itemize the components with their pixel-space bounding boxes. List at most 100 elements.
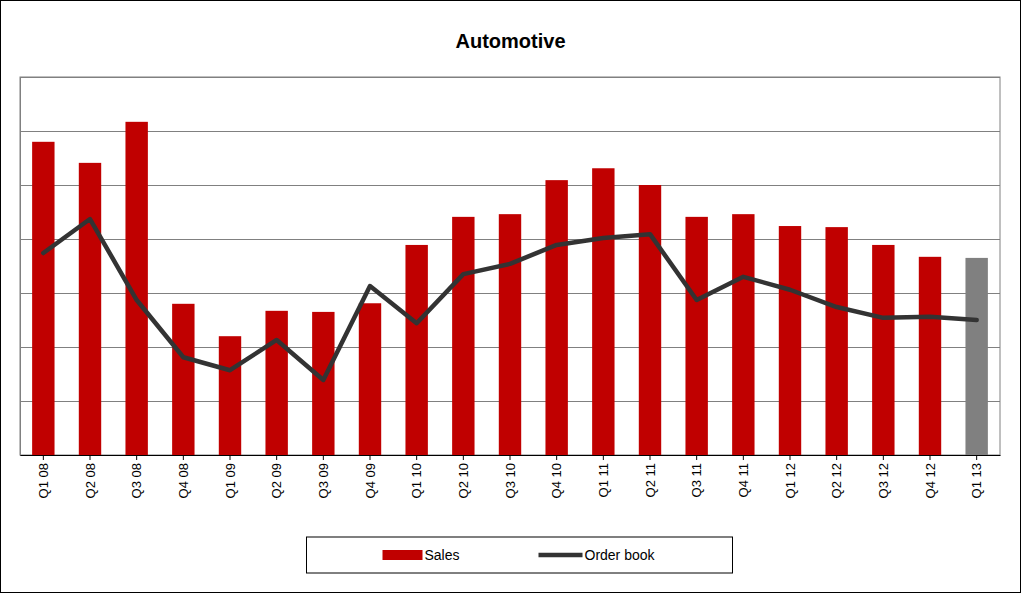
x-tick-mark: [696, 455, 697, 460]
x-tick: Q1 08: [36, 455, 51, 498]
x-tick-mark: [136, 455, 137, 460]
x-tick-label: Q3 09: [316, 463, 331, 498]
x-tick-label: Q1 10: [409, 463, 424, 498]
y-axis-line: [21, 78, 1001, 456]
grid-line: [20, 185, 1000, 186]
x-tick: Q4 11: [736, 455, 751, 497]
x-tick-label: Q2 12: [829, 463, 844, 498]
line: [43, 219, 976, 380]
legend-item: Sales: [383, 547, 460, 563]
x-tick-mark: [790, 455, 791, 460]
x-tick: Q2 12: [829, 455, 844, 498]
x-tick-mark: [603, 455, 604, 460]
x-tick-mark: [183, 455, 184, 460]
plot-frame: [20, 77, 1000, 455]
x-tick-mark: [230, 455, 231, 460]
bar: [172, 304, 194, 455]
x-tick-label: Q1 08: [36, 463, 51, 498]
x-tick: Q2 10: [456, 455, 471, 498]
bar: [312, 312, 334, 455]
legend-label: Order book: [585, 547, 656, 563]
x-tick: Q1 10: [409, 455, 424, 498]
x-tick-label: Q1 11: [596, 463, 611, 497]
bar: [359, 303, 381, 455]
legend-swatch: [383, 550, 423, 560]
x-tick-label: Q4 10: [549, 463, 564, 498]
bar: [872, 245, 894, 455]
x-tick-mark: [276, 455, 277, 460]
x-tick-mark: [90, 455, 91, 460]
bar: [405, 245, 427, 455]
x-tick-mark: [510, 455, 511, 460]
x-tick: Q1 09: [223, 455, 238, 498]
x-tick: Q4 08: [176, 455, 191, 498]
chart-frame: [1, 1, 1021, 593]
x-tick-label: Q2 10: [456, 463, 471, 498]
bar: [452, 217, 474, 455]
legend: Sales Order book: [307, 537, 733, 573]
x-tick-mark: [650, 455, 651, 460]
x-tick: Q3 11: [689, 455, 704, 497]
x-tick-label: Q2 09: [269, 463, 284, 498]
legend-swatch: [539, 553, 583, 558]
title: Automotive: [456, 30, 566, 52]
bar: [592, 168, 614, 455]
x-tick-label: Q2 11: [643, 463, 658, 497]
bar: [499, 214, 521, 455]
x-tick-mark: [556, 455, 557, 460]
grid-line: [20, 131, 1000, 132]
bar: [685, 217, 707, 455]
x-tick-label: Q3 08: [129, 463, 144, 498]
y-tick: [20, 185, 1000, 186]
x-tick: Q1 12: [783, 455, 798, 498]
x-tick-label: Q3 11: [689, 463, 704, 497]
bar: [32, 142, 54, 455]
x-axis: Q1 08 Q2 08 Q3 08 Q4 08 Q1 09 Q2 09 Q3 09 Q4 09…: [21, 455, 1001, 498]
x-tick: Q2 11: [643, 455, 658, 497]
bar: [219, 336, 241, 455]
x-tick-mark: [836, 455, 837, 460]
x-tick-mark: [930, 455, 931, 460]
bar: [779, 226, 801, 455]
x-tick: Q2 09: [269, 455, 284, 498]
y-axis: [20, 78, 1000, 456]
x-tick-label: Q2 08: [83, 463, 98, 498]
bar: [965, 258, 987, 455]
legend-frame: [307, 537, 733, 573]
x-tick-label: Q1 12: [783, 463, 798, 498]
x-tick: Q2 08: [83, 455, 98, 498]
legend-item: Order book: [539, 547, 656, 563]
x-tick-label: Q1 09: [223, 463, 238, 498]
bar: [265, 311, 287, 455]
x-tick-label: Q4 12: [923, 463, 938, 498]
x-tick: Q4 09: [363, 455, 378, 498]
x-tick: Q1 11: [596, 455, 611, 497]
x-tick-label: Q4 09: [363, 463, 378, 498]
plot: Q1 08 Q2 08 Q3 08 Q4 08 Q1 09 Q2 09 Q3 09 Q4 09…: [20, 77, 1001, 498]
x-tick-mark: [43, 455, 44, 460]
bar: [825, 227, 847, 455]
x-tick: Q3 12: [876, 455, 891, 498]
x-tick: Q3 09: [316, 455, 331, 498]
x-tick-mark: [323, 455, 324, 460]
x-tick-mark: [463, 455, 464, 460]
bar: [79, 163, 101, 455]
bar: [732, 214, 754, 455]
x-tick: Q1 13: [969, 455, 984, 498]
x-tick-mark: [743, 455, 744, 460]
x-tick: Q3 08: [129, 455, 144, 498]
x-tick-label: Q3 10: [503, 463, 518, 498]
x-tick-mark: [370, 455, 371, 460]
bar: [545, 180, 567, 455]
legend-label: Sales: [425, 547, 460, 563]
marks: [32, 122, 988, 455]
bar: [919, 257, 941, 455]
x-tick: Q4 10: [549, 455, 564, 498]
x-tick-label: Q4 11: [736, 463, 751, 497]
bar: [639, 185, 661, 455]
chart: Automotive Q1 08 Q2 08 Q3 08 Q4 08 Q1 09 Q2 09…: [0, 0, 1021, 593]
x-tick-label: Q3 12: [876, 463, 891, 498]
x-tick-mark: [976, 455, 977, 460]
x-tick: Q3 10: [503, 455, 518, 498]
x-tick-mark: [883, 455, 884, 460]
